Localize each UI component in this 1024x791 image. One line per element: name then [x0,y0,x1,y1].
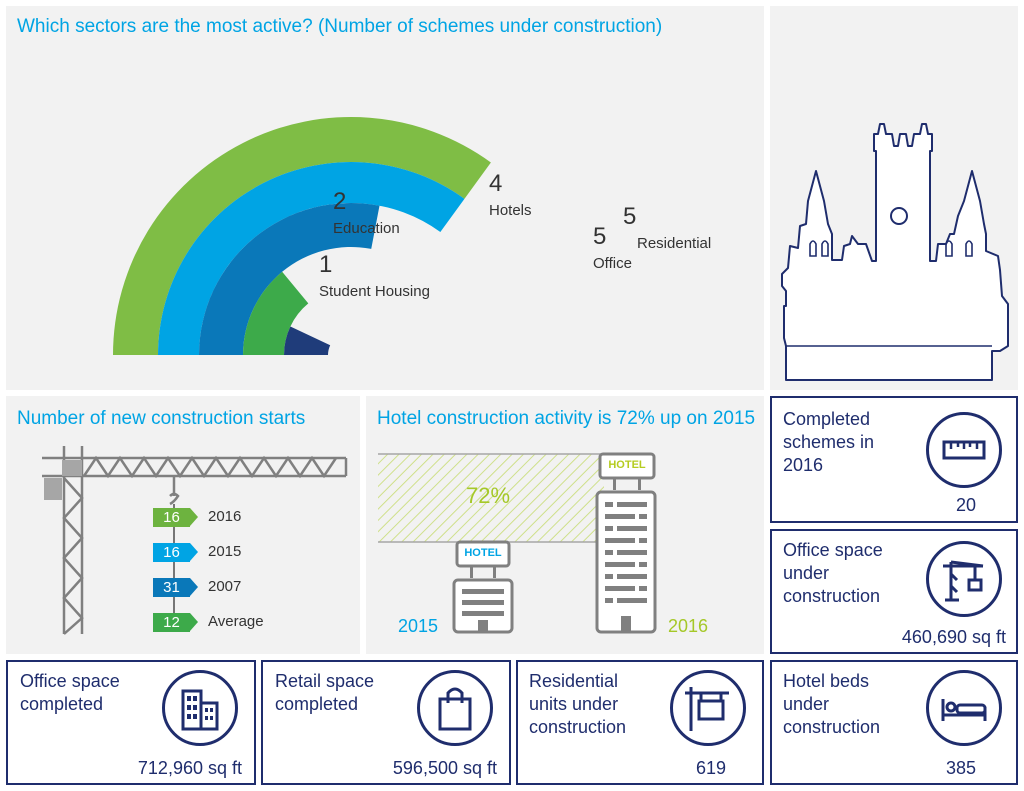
starts-label-average: Average [208,613,264,630]
shopping-bag-icon [417,670,493,746]
bed-icon [926,670,1002,746]
starts-tag-2016: 16 [153,508,198,527]
stat-residential-units: Residential units under construction 619 [516,660,764,785]
sector-arc-education [243,271,309,355]
sector-arc-hotels [199,203,380,355]
sector-category-label: Office [593,255,632,272]
sector-arc-residential [113,117,491,355]
sector-category-label: Residential [637,235,711,252]
stat-completed-schemes: Completed schemes in 2016 20 [770,396,1018,523]
building-icon [162,670,238,746]
hotel-panel: Hotel construction activity is 72% up on… [366,396,764,654]
hotel-title: Hotel construction activity is 72% up on… [377,408,756,429]
completed-schemes-value: 20 [955,495,976,515]
office-completed-value: 712,960 sq ft [137,758,242,778]
sector-value-label: 5 [623,203,636,230]
starts-tag-2015: 16 [153,543,198,562]
office-under-construction-value: 460,690 sq ft [901,627,1006,647]
hotel-year-2016: 2016 [668,616,709,636]
hotel-sign-2015: HOTEL [464,547,502,559]
starts-title: Number of new construction starts [17,408,306,429]
sector-category-label: Student Housing [319,283,430,300]
sector-category-label: Hotels [489,202,532,219]
residential-units-label: Residential units under construction [529,671,627,737]
sector-value-label: 5 [593,223,606,250]
stat-hotel-beds: Hotel beds under construction 385 [770,660,1018,785]
retail-completed-label: Retail space completed [275,671,375,714]
sector-category-label: Education [333,220,400,237]
cathedral-icon [781,123,1009,381]
starts-label-2015: 2015 [208,543,242,560]
sectors-panel: Which sectors are the most active? (Numb… [6,6,764,390]
hotel-illustration [378,452,657,634]
cathedral-panel [770,6,1018,390]
signpost-icon [670,670,746,746]
sector-value-label: 4 [489,170,502,197]
starts-panel: Number of new construction starts 16 201… [6,396,360,654]
starts-tag-2007: 31 [153,578,198,597]
retail-completed-value: 596,500 sq ft [392,758,497,778]
stat-office-under-construction: Office space under construction 460,690 … [770,529,1018,654]
sector-arc-office [158,162,465,355]
crane-icon [926,541,1002,617]
hotel-increase-pct: 72% [466,483,511,508]
crane-illustration [42,446,348,635]
residential-units-value: 619 [695,758,726,778]
hotel-sign-2016: HOTEL [608,459,646,471]
hotel-beds-label: Hotel beds under construction [783,671,881,737]
office-under-construction-label: Office space under construction [783,540,883,606]
starts-label-2016: 2016 [208,508,242,525]
office-completed-label: Office space completed [20,671,120,714]
hotel-beds-value: 385 [945,758,976,778]
sectors-arc-chart: 5Residential5Office4Hotels2Education1Stu… [113,117,711,355]
sector-arc-student-housing [284,326,331,355]
sectors-title: Which sectors are the most active? (Numb… [17,16,663,37]
sector-value-label: 1 [319,251,332,278]
ruler-icon [926,412,1002,488]
stat-office-completed: Office space completed 712,960 sq ft [6,660,256,785]
hotel-year-2015: 2015 [398,616,439,636]
starts-label-2007: 2007 [208,578,242,595]
sector-value-label: 2 [333,188,346,215]
completed-schemes-label: Completed schemes in 2016 [783,409,875,475]
starts-tag-average: 12 [153,613,198,632]
stat-retail-completed: Retail space completed 596,500 sq ft [261,660,511,785]
